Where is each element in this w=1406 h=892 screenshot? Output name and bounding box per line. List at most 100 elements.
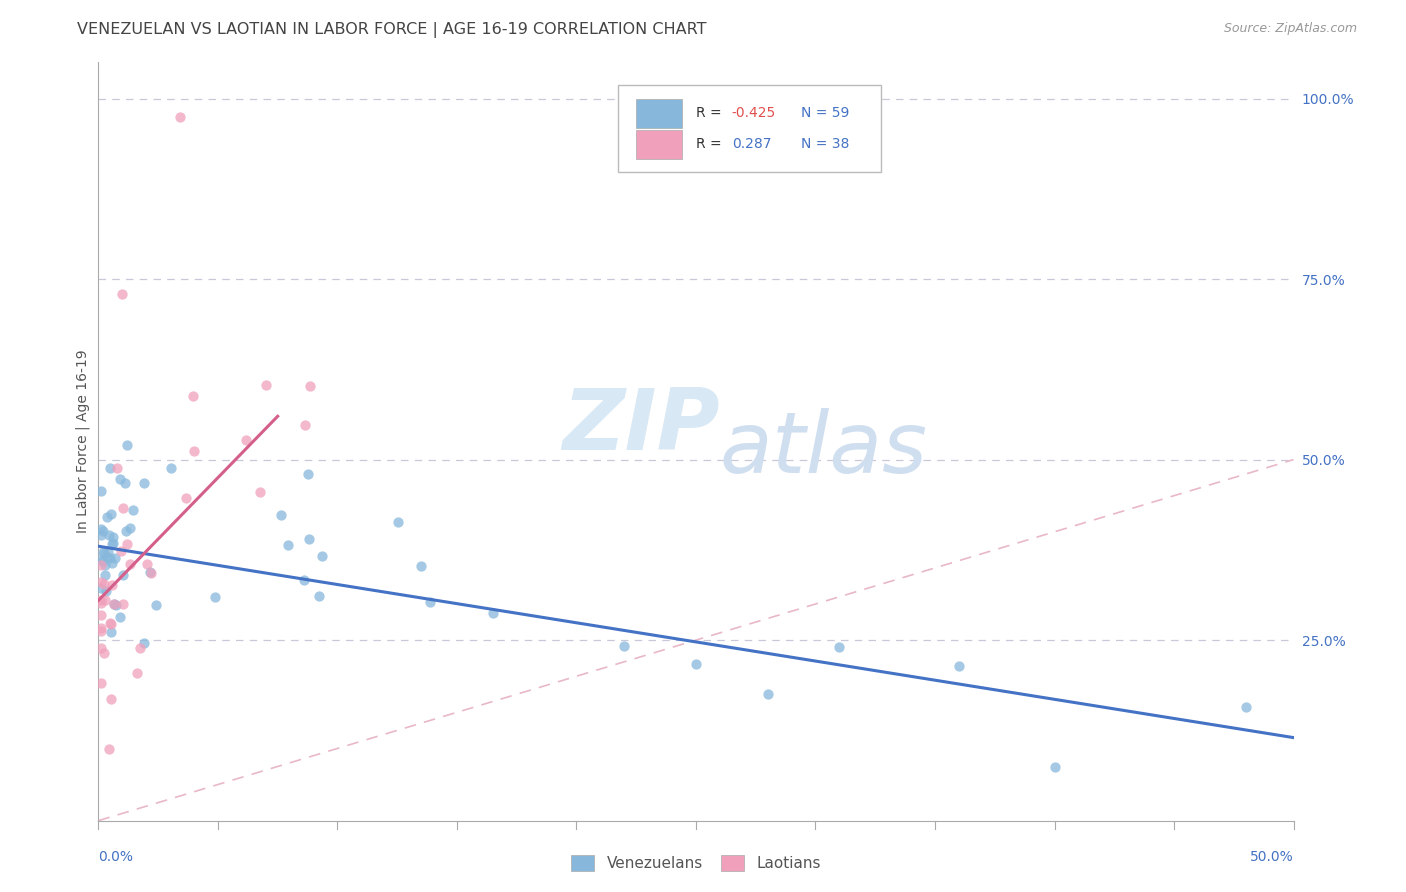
Point [411,559,433,574]
Point [98,528,121,542]
Point [96,549,118,564]
Text: 0.0%: 0.0% [98,849,134,863]
Point [277,538,299,552]
Point [115,537,138,551]
FancyBboxPatch shape [619,85,882,172]
Text: N = 38: N = 38 [801,137,849,152]
Point [125,665,148,680]
Point [96,509,118,524]
Point [90,607,112,622]
Point [1043,760,1066,774]
Point [90,592,112,607]
Point [613,640,636,654]
Point [828,640,851,655]
Point [135,557,157,571]
Point [90,641,112,656]
Point [235,434,257,448]
Point [101,536,124,550]
Point [93,647,115,661]
Point [93,568,115,582]
Point [298,533,321,547]
Point [100,624,122,639]
Point [117,438,139,452]
Point [111,501,134,516]
Point [100,616,122,631]
Text: R =: R = [696,106,725,120]
Point [91,544,114,558]
Y-axis label: In Labor Force | Age 16-19: In Labor Force | Age 16-19 [76,350,90,533]
Point [90,596,112,610]
Text: VENEZUELAN VS LAOTIAN IN LABOR FORCE | AGE 16-19 CORRELATION CHART: VENEZUELAN VS LAOTIAN IN LABOR FORCE | A… [77,22,707,38]
Point [249,485,271,500]
Point [118,521,141,535]
Point [419,595,441,609]
Point [90,483,112,498]
Point [98,461,121,475]
Point [108,610,131,624]
Point [93,576,115,591]
Point [98,741,121,756]
Point [138,566,160,580]
Text: N = 59: N = 59 [801,106,849,120]
Point [100,556,122,570]
Point [948,658,970,673]
Point [134,476,156,491]
Point [120,557,142,571]
Point [111,597,134,611]
Point [292,573,315,587]
Text: atlas: atlas [720,408,928,491]
Point [94,558,117,572]
Point [308,589,330,603]
Point [111,567,134,582]
Point [90,574,112,589]
Point [103,597,125,611]
Point [93,554,115,568]
Point [174,491,197,506]
Point [103,597,125,611]
Point [482,606,505,620]
Point [90,522,112,536]
Text: R =: R = [696,137,725,152]
Point [100,507,122,521]
Point [254,377,277,392]
Point [105,461,128,475]
Text: ZIP: ZIP [562,384,720,468]
Point [100,536,122,550]
Point [297,467,319,481]
Point [134,636,156,650]
Point [685,657,707,671]
Point [298,379,321,393]
Point [97,545,120,559]
Legend: Venezuelans, Laotians: Venezuelans, Laotians [565,849,827,878]
Text: Source: ZipAtlas.com: Source: ZipAtlas.com [1223,22,1357,36]
Point [145,598,167,612]
Text: -0.425: -0.425 [733,106,776,120]
Point [181,389,204,403]
Point [756,687,779,701]
Point [104,598,127,612]
Point [311,549,333,564]
Point [387,516,409,530]
Point [94,583,117,598]
Point [90,553,112,567]
Text: 50.0%: 50.0% [1250,849,1294,863]
Point [115,524,138,539]
Text: 0.287: 0.287 [733,137,772,152]
Point [160,461,183,475]
Point [111,286,134,301]
Point [114,475,136,490]
Point [91,524,114,539]
Point [169,110,191,124]
Point [90,558,112,573]
Point [110,543,132,558]
FancyBboxPatch shape [637,99,682,128]
Point [101,578,124,592]
Point [103,531,125,545]
Point [100,551,122,566]
Point [270,508,292,522]
Point [100,692,122,706]
Point [90,676,112,690]
Point [98,616,121,631]
Point [90,624,112,638]
Point [183,444,205,458]
